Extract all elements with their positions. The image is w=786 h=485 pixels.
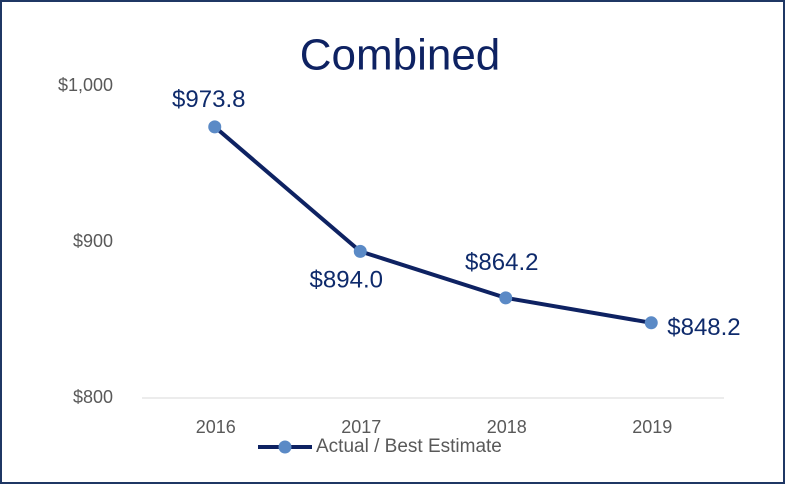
line (213, 125, 652, 325)
x-tick-label: 2016 (196, 417, 236, 437)
y-tick-label: $1,000 (58, 75, 113, 95)
x-tick-label: 2017 (341, 417, 381, 437)
legend-marker (278, 440, 292, 454)
data-label: $973.8 (172, 86, 245, 113)
marker (499, 291, 513, 305)
y-tick-label: $800 (73, 387, 113, 407)
data-label: $894.0 (310, 267, 383, 294)
marker (644, 316, 658, 330)
x-tick-label: 2018 (487, 417, 527, 437)
data-label: $864.2 (465, 249, 538, 276)
chart-title: Combined (300, 31, 501, 80)
marker (353, 244, 367, 258)
data-label: $848.2 (667, 314, 740, 341)
y-tick-label: $900 (73, 231, 113, 251)
x-tick-label: 2019 (632, 417, 672, 437)
legend-label: Actual / Best Estimate (316, 436, 502, 457)
marker (208, 120, 222, 134)
